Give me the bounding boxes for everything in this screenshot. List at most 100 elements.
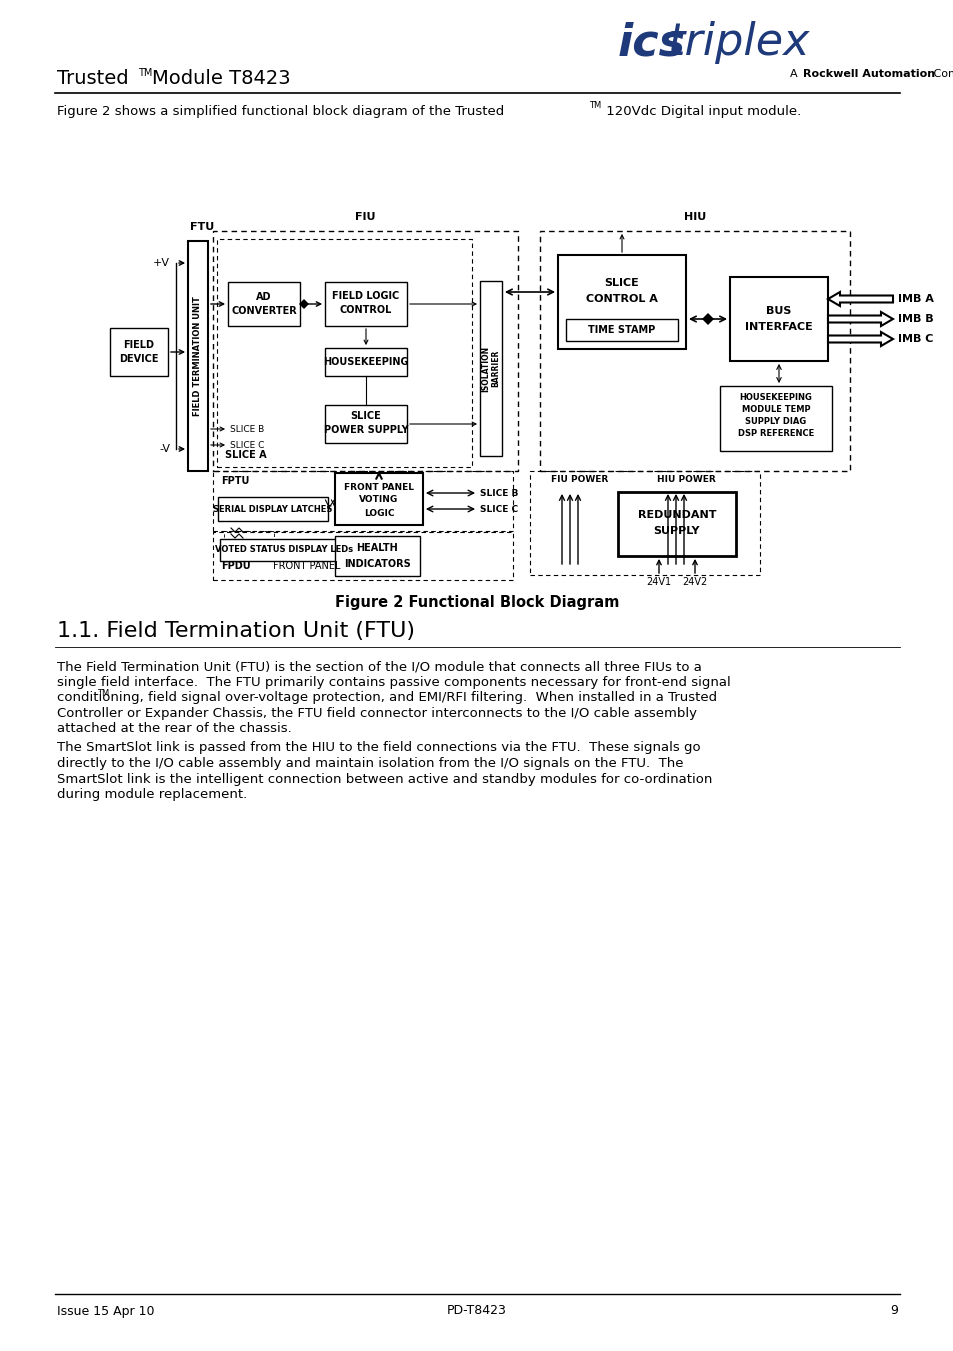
Polygon shape [827, 312, 892, 326]
Text: TIME STAMP: TIME STAMP [588, 326, 655, 335]
Text: IMB A: IMB A [897, 295, 933, 304]
Bar [720, 386, 831, 451]
Text: PD-T8423: PD-T8423 [447, 1305, 506, 1317]
Text: FIU: FIU [355, 212, 375, 222]
Text: SLICE C: SLICE C [230, 440, 264, 450]
Text: SLICE: SLICE [604, 278, 639, 288]
Bar [325, 405, 407, 443]
Polygon shape [298, 299, 309, 309]
Text: HOUSEKEEPING: HOUSEKEEPING [323, 357, 408, 367]
Text: MODULE TEMP: MODULE TEMP [740, 405, 809, 415]
Text: POWER SUPPLY: POWER SUPPLY [323, 426, 408, 435]
Text: HIU: HIU [683, 212, 705, 222]
Text: attached at the rear of the chassis.: attached at the rear of the chassis. [57, 723, 292, 735]
Text: INTERFACE: INTERFACE [744, 322, 812, 332]
Text: BUS: BUS [765, 305, 791, 316]
Text: A: A [789, 69, 801, 78]
Text: CONTROL: CONTROL [339, 305, 392, 315]
Bar [213, 471, 513, 531]
Text: 24V2: 24V2 [681, 577, 707, 586]
Bar [479, 281, 501, 457]
Text: 9: 9 [889, 1305, 897, 1317]
Text: TM: TM [96, 689, 109, 697]
Text: ics: ics [618, 22, 685, 65]
Bar [335, 473, 422, 526]
Text: single field interface.  The FTU primarily contains passive components necessary: single field interface. The FTU primaril… [57, 676, 730, 689]
Text: AD: AD [256, 292, 272, 303]
Text: IMB C: IMB C [897, 334, 932, 345]
Text: HIU POWER: HIU POWER [656, 474, 715, 484]
Text: 24V1: 24V1 [646, 577, 671, 586]
Bar [220, 539, 348, 561]
Text: FIELD LOGIC: FIELD LOGIC [332, 290, 399, 301]
Bar [539, 231, 849, 471]
Text: VOTING: VOTING [359, 496, 398, 504]
Bar [213, 532, 513, 580]
Text: -V: -V [159, 444, 170, 454]
Bar [335, 536, 419, 576]
Text: VOTED STATUS DISPLAY LEDs: VOTED STATUS DISPLAY LEDs [214, 546, 353, 554]
Text: during module replacement.: during module replacement. [57, 788, 247, 801]
Text: The Field Termination Unit (FTU) is the section of the I/O module that connects : The Field Termination Unit (FTU) is the … [57, 661, 701, 674]
Text: SLICE B: SLICE B [479, 489, 517, 497]
Text: Figure 2 shows a simplified functional block diagram of the Trusted: Figure 2 shows a simplified functional b… [57, 104, 504, 118]
Text: conditioning, field signal over-voltage protection, and EMI/RFI filtering.  When: conditioning, field signal over-voltage … [57, 692, 717, 704]
Text: SLICE: SLICE [351, 411, 381, 422]
Text: INDICATORS: INDICATORS [344, 559, 411, 569]
Polygon shape [701, 313, 713, 326]
Text: CONVERTER: CONVERTER [231, 305, 296, 316]
Bar [325, 349, 407, 376]
Bar [218, 497, 328, 521]
Text: ISOLATION
BARRIER: ISOLATION BARRIER [481, 346, 500, 392]
Text: SERIAL DISPLAY LATCHES: SERIAL DISPLAY LATCHES [213, 504, 333, 513]
Text: DEVICE: DEVICE [119, 354, 158, 363]
Bar [110, 328, 168, 376]
Text: Issue 15 Apr 10: Issue 15 Apr 10 [57, 1305, 154, 1317]
Text: HEALTH: HEALTH [356, 543, 398, 553]
Bar [216, 239, 472, 467]
Bar [188, 240, 208, 471]
Text: FRONT PANEL: FRONT PANEL [273, 561, 340, 571]
Text: FPTU: FPTU [221, 476, 249, 486]
Text: triplex: triplex [666, 22, 809, 65]
Text: Controller or Expander Chassis, the FTU field connector interconnects to the I/O: Controller or Expander Chassis, the FTU … [57, 707, 697, 720]
Text: TM: TM [588, 101, 600, 111]
Bar [530, 471, 760, 576]
Bar [325, 282, 407, 326]
Bar [224, 531, 274, 539]
Text: FPDU: FPDU [221, 561, 251, 571]
Text: Figure 2 Functional Block Diagram: Figure 2 Functional Block Diagram [335, 596, 618, 611]
Text: directly to the I/O cable assembly and maintain isolation from the I/O signals o: directly to the I/O cable assembly and m… [57, 757, 682, 770]
Text: Trusted: Trusted [57, 69, 129, 89]
Bar [213, 231, 517, 471]
Text: SLICE A: SLICE A [225, 450, 266, 459]
Polygon shape [827, 332, 892, 346]
Text: SUPPLY: SUPPLY [653, 526, 700, 536]
Text: TM: TM [138, 68, 152, 78]
Text: REDUNDANT: REDUNDANT [638, 509, 716, 520]
Text: SLICE C: SLICE C [479, 504, 517, 513]
Bar [228, 282, 299, 326]
Text: Module T8423: Module T8423 [152, 69, 291, 89]
Text: Rockwell Automation: Rockwell Automation [802, 69, 934, 78]
Text: FRONT PANEL: FRONT PANEL [344, 484, 414, 493]
Text: FIU POWER: FIU POWER [551, 474, 608, 484]
Text: Company: Company [929, 69, 953, 78]
Text: IMB B: IMB B [897, 313, 933, 324]
Text: DSP REFERENCE: DSP REFERENCE [737, 430, 813, 439]
Text: +V: +V [152, 258, 170, 267]
Text: SLICE B: SLICE B [230, 424, 264, 434]
Text: LOGIC: LOGIC [363, 508, 394, 517]
Text: SmartSlot link is the intelligent connection between active and standby modules : SmartSlot link is the intelligent connec… [57, 773, 712, 785]
Bar [729, 277, 827, 361]
Text: FIELD TERMINATION UNIT: FIELD TERMINATION UNIT [193, 296, 202, 416]
Bar [565, 319, 678, 340]
Text: 120Vdc Digital input module.: 120Vdc Digital input module. [601, 104, 801, 118]
Bar [618, 492, 735, 557]
Text: FTU: FTU [190, 222, 214, 232]
Text: SUPPLY DIAG: SUPPLY DIAG [744, 417, 806, 427]
Text: 1.1. Field Termination Unit (FTU): 1.1. Field Termination Unit (FTU) [57, 621, 415, 640]
Polygon shape [827, 292, 892, 305]
Text: FIELD: FIELD [123, 340, 154, 350]
Text: The SmartSlot link is passed from the HIU to the field connections via the FTU. : The SmartSlot link is passed from the HI… [57, 742, 700, 754]
